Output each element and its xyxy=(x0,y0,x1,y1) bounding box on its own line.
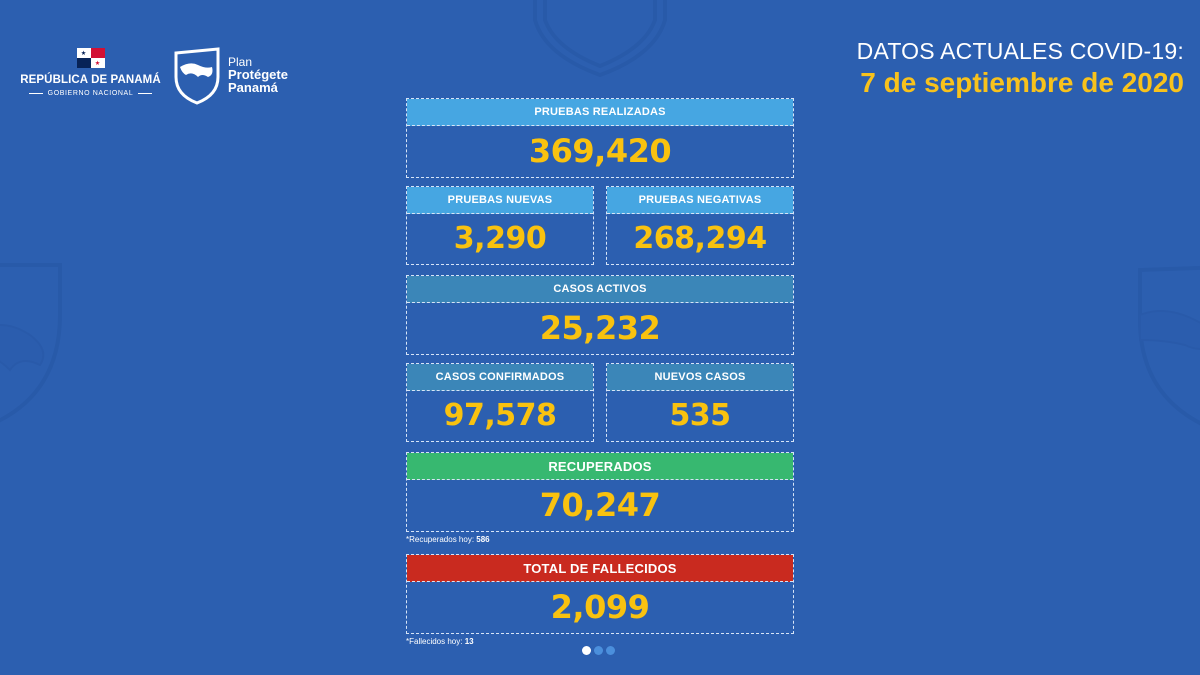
government-subtitle-text: GOBIERNO NACIONAL xyxy=(47,90,134,97)
stats-panel: PRUEBAS REALIZADAS 369,420 PRUEBAS NUEVA… xyxy=(406,98,794,646)
card-pruebas-nuevas: PRUEBAS NUEVAS 3,290 xyxy=(406,186,594,265)
card-label: PRUEBAS NUEVAS xyxy=(407,187,593,214)
government-subtitle: GOBIERNO NACIONAL xyxy=(18,90,163,97)
shield-watermark-icon xyxy=(1138,265,1200,426)
plan-line3: Panamá xyxy=(228,80,278,95)
note-value: 13 xyxy=(464,637,474,646)
government-title: REPÚBLICA DE PANAMÁ xyxy=(20,74,161,86)
card-fallecidos: TOTAL DE FALLECIDOS 2,099 xyxy=(406,554,794,634)
card-pruebas-negativas: PRUEBAS NEGATIVAS 268,294 xyxy=(606,186,794,265)
page-dot-2[interactable] xyxy=(594,646,603,655)
card-casos-confirmados: CASOS CONFIRMADOS 97,578 xyxy=(406,363,594,442)
card-value: 97,578 xyxy=(443,398,557,433)
carousel-pagination xyxy=(582,646,615,655)
card-pruebas-realizadas: PRUEBAS REALIZADAS 369,420 xyxy=(406,98,794,178)
card-label: PRUEBAS NEGATIVAS xyxy=(607,187,793,214)
page-header: DATOS ACTUALES COVID-19: 7 de septiembre… xyxy=(857,38,1184,99)
card-value: 2,099 xyxy=(550,588,650,626)
page-dot-1[interactable] xyxy=(582,646,591,655)
plan-line1: Plan xyxy=(228,55,253,69)
card-value: 268,294 xyxy=(633,221,767,256)
card-recuperados: RECUPERADOS 70,247 xyxy=(406,452,794,532)
card-label: CASOS ACTIVOS xyxy=(407,276,793,303)
card-label: NUEVOS CASOS xyxy=(607,364,793,391)
shield-map-icon xyxy=(174,47,220,105)
recuperados-note: *Recuperados hoy: 586 xyxy=(406,535,794,544)
card-value: 70,247 xyxy=(539,486,661,524)
note-label: *Fallecidos hoy: xyxy=(406,637,465,646)
card-value: 3,290 xyxy=(453,221,547,256)
card-casos-activos: CASOS ACTIVOS 25,232 xyxy=(406,275,794,355)
card-label: CASOS CONFIRMADOS xyxy=(407,364,593,391)
page-dot-3[interactable] xyxy=(606,646,615,655)
card-value: 25,232 xyxy=(539,309,661,347)
card-label: TOTAL DE FALLECIDOS xyxy=(407,555,793,582)
card-label: RECUPERADOS xyxy=(407,453,793,480)
card-nuevos-casos: NUEVOS CASOS 535 xyxy=(606,363,794,442)
page-title: DATOS ACTUALES COVID-19: xyxy=(856,38,1184,64)
report-date: 7 de septiembre de 2020 xyxy=(860,67,1184,98)
note-value: 586 xyxy=(476,535,490,544)
shield-watermark-icon xyxy=(0,263,62,423)
card-value: 535 xyxy=(669,398,731,433)
fallecidos-note: *Fallecidos hoy: 13 xyxy=(406,637,794,646)
card-label: PRUEBAS REALIZADAS xyxy=(407,99,793,126)
note-label: *Recuperados hoy: xyxy=(406,535,477,544)
shield-watermark-icon xyxy=(533,0,667,78)
card-value: 369,420 xyxy=(528,132,672,170)
government-logo: REPÚBLICA DE PANAMÁ GOBIERNO NACIONAL xyxy=(18,48,163,97)
plan-protegete-logo: Plan Protégete Panamá xyxy=(172,45,288,105)
plan-line2: Protégete xyxy=(228,67,288,82)
panama-flag-icon xyxy=(76,48,105,68)
